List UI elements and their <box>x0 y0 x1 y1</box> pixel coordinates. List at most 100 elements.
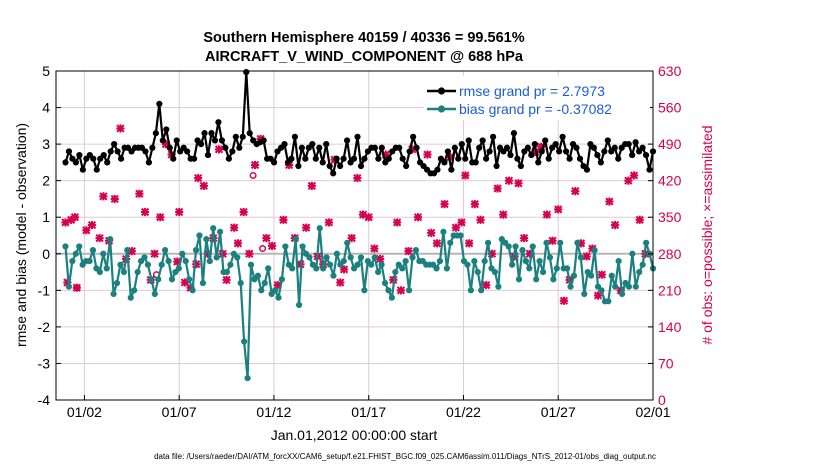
right-tick-label: 70 <box>658 355 674 371</box>
bias-point <box>192 247 200 254</box>
rmse-point <box>201 130 208 137</box>
bias-point <box>179 250 186 257</box>
bias-point <box>440 228 447 235</box>
obs-assimilated-marker <box>624 176 633 185</box>
rmse-point <box>538 148 545 155</box>
obs-assimilated-marker <box>465 239 474 248</box>
chart-title-line2: AIRCRAFT_V_WIND_COMPONENT @ 688 hPa <box>205 49 524 65</box>
bias-point <box>405 287 413 294</box>
obs-assimilated-marker <box>324 218 334 227</box>
rmse-point <box>208 130 215 137</box>
obs-assimilated-marker <box>504 176 514 185</box>
obs-assimilated-marker <box>520 234 529 243</box>
bias-point <box>409 254 416 261</box>
rmse-point <box>337 162 344 170</box>
bias-point <box>234 254 241 261</box>
obs-assimilated-marker <box>239 207 248 217</box>
right-tick-label: 350 <box>658 209 682 225</box>
rmse-point <box>93 166 100 173</box>
bias-point <box>546 254 554 261</box>
rmse-point <box>62 159 69 166</box>
bias-point <box>639 261 646 268</box>
rmse-point <box>107 148 114 155</box>
rmse-point <box>486 148 493 155</box>
right-tick-label: 280 <box>658 246 682 262</box>
obs-assimilated-marker <box>199 181 208 190</box>
rmse-point <box>451 144 458 151</box>
x-tick-label: 01/27 <box>541 404 576 420</box>
rmse-point <box>479 137 486 144</box>
rmse-point <box>448 166 455 173</box>
rmse-point <box>357 162 365 170</box>
bias-point <box>151 290 158 298</box>
rmse-point <box>444 148 451 155</box>
x-tick-label: 01/22 <box>446 404 481 420</box>
left-tick-label: -4 <box>38 392 51 408</box>
bias-point <box>206 257 213 265</box>
rmse-point <box>100 151 107 159</box>
rmse-point <box>288 155 295 162</box>
obs-assimilated-marker <box>629 171 639 180</box>
rmse-point <box>462 155 469 162</box>
obs-assimilated-marker <box>302 223 311 232</box>
legend-bias-label: bias grand pr = -0.37082 <box>459 101 612 117</box>
bias-point <box>495 283 502 290</box>
x-tick-label: 01/07 <box>162 404 197 420</box>
bias-point <box>144 261 152 268</box>
rmse-point <box>312 155 319 162</box>
obs-assimilated-marker <box>559 296 569 305</box>
bias-point <box>543 239 550 246</box>
rmse-point <box>604 137 611 144</box>
bias-point <box>107 236 114 243</box>
rmse-point <box>197 141 205 148</box>
obs-assimilated-marker <box>245 249 254 258</box>
rmse-point <box>333 155 340 162</box>
bias-point <box>296 301 303 309</box>
obs-possible-marker <box>73 284 81 292</box>
obs-assimilated-marker <box>222 275 231 284</box>
bias-point <box>615 257 622 265</box>
bias-point <box>299 243 306 250</box>
rmse-point <box>375 155 382 162</box>
rmse-point <box>340 155 347 162</box>
bias-point <box>165 257 172 265</box>
bias-point <box>168 276 176 283</box>
obs-assimilated-marker <box>571 187 580 196</box>
bias-point <box>223 268 231 276</box>
bias-point <box>289 265 296 272</box>
rmse-point <box>211 137 219 144</box>
x-tick-label: 02/01 <box>635 404 670 420</box>
rmse-point <box>531 141 538 148</box>
obs-assimilated-marker <box>233 239 243 248</box>
rmse-point <box>117 155 125 162</box>
bias-point <box>464 261 471 268</box>
rmse-point <box>476 144 483 151</box>
bias-point <box>443 265 450 272</box>
bias-point <box>227 261 234 268</box>
x-tick-label: 01/02 <box>67 404 102 420</box>
obs-assimilated-marker <box>279 215 288 224</box>
bias-point <box>292 236 299 243</box>
bias-point <box>354 261 361 268</box>
obs-assimilated-marker <box>95 234 104 243</box>
rmse-point <box>632 139 639 146</box>
obs-assimilated-marker <box>476 215 485 224</box>
rmse-point <box>410 133 417 140</box>
obs-assimilated-marker <box>110 194 119 204</box>
rmse-point <box>542 137 549 144</box>
obs-assimilated-marker <box>336 278 345 287</box>
bias-point <box>550 276 557 283</box>
rmse-point <box>489 133 497 140</box>
data-file-footer: data file: /Users/raeder/DAI/ATM_forcXX/… <box>154 452 656 461</box>
rmse-point <box>371 144 378 151</box>
rmse-point <box>514 155 521 162</box>
rmse-point <box>79 166 86 173</box>
bias-point <box>433 265 440 272</box>
rmse-point <box>225 155 232 162</box>
obs-assimilated-marker <box>423 150 432 159</box>
rmse-point <box>455 155 462 162</box>
rmse-point <box>295 162 302 170</box>
bias-point <box>175 265 182 272</box>
x-tick-label: 01/12 <box>256 404 291 420</box>
rmse-point <box>173 137 180 144</box>
